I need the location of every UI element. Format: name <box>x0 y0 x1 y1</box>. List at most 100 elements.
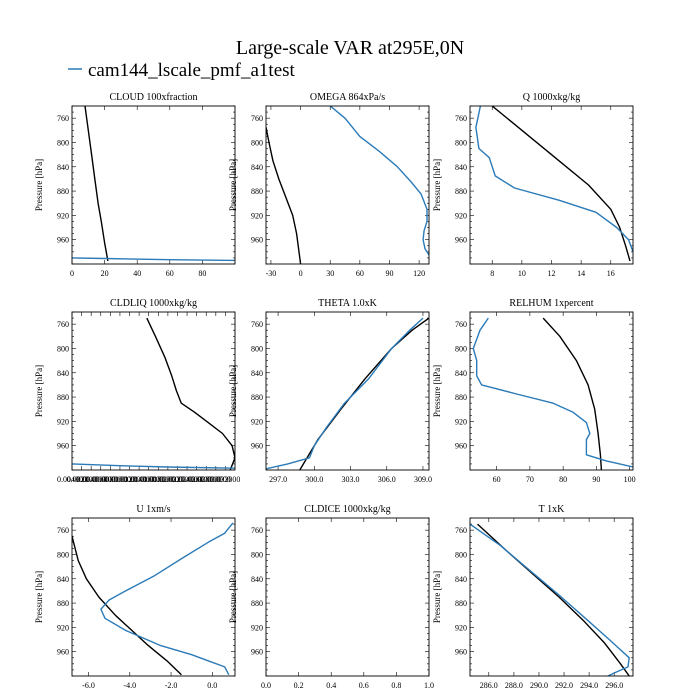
x-tick-label: 0.014000 <box>124 475 154 484</box>
plot-frame <box>469 517 634 677</box>
panel-7: CLDICE 1000xkg/kg Pressure [hPa] 760 800 840… <box>228 504 434 690</box>
x-tick-label: 309.0 <box>414 475 432 484</box>
x-tick-label: 90 <box>592 475 600 484</box>
model-profile-line <box>329 106 429 256</box>
x-tick-label: 292.0 <box>555 681 573 690</box>
plot-frame <box>71 517 236 677</box>
panel-title: U 1xm/s <box>136 504 170 515</box>
y-tick-label: 840 <box>251 575 263 584</box>
y-tick-label: 920 <box>57 417 69 426</box>
panel-title: OMEGA 864xPa/s <box>310 92 385 103</box>
y-tick-label: 880 <box>57 599 69 608</box>
x-tick-label: 0.028000 <box>191 475 221 484</box>
x-tick-label: 10 <box>518 269 526 278</box>
model-profile-line <box>72 257 235 262</box>
x-tick-label: 290.0 <box>530 681 548 690</box>
x-tick-label: 0.012000 <box>115 475 145 484</box>
y-tick-label: 840 <box>57 575 69 584</box>
x-tick-label: 16 <box>607 269 615 278</box>
x-tick-label: 0.2 <box>294 681 304 690</box>
x-tick-label: 20 <box>101 269 109 278</box>
y-tick-label: 960 <box>455 648 467 657</box>
panel-title: RELHUM 1xpercent <box>509 298 593 309</box>
x-tick-label: 80 <box>198 269 206 278</box>
x-tick-label: 286.0 <box>480 681 498 690</box>
x-tick-label: 303.0 <box>342 475 360 484</box>
y-tick-label: 840 <box>251 163 263 172</box>
y-tick-label: 800 <box>57 138 69 147</box>
y-tick-label: 840 <box>455 369 467 378</box>
panel-title: Q 1000xkg/kg <box>523 92 581 103</box>
y-tick-label: 920 <box>57 211 69 220</box>
reference-profile-line <box>491 106 631 262</box>
y-tick-label: 800 <box>57 550 69 559</box>
y-tick-label: 920 <box>455 211 467 220</box>
y-tick-label: 960 <box>57 442 69 451</box>
model-profile-line <box>470 523 630 676</box>
x-tick-label: 14 <box>577 269 585 278</box>
x-tick-label: 300.0 <box>305 475 323 484</box>
panel-8: T 1xK Pressure [hPa] 760 800 840 880 920 960 286… <box>432 504 634 690</box>
y-tick-label: 800 <box>251 138 263 147</box>
x-tick-label: 60 <box>356 269 364 278</box>
x-tick-label: 288.0 <box>505 681 523 690</box>
x-tick-label: 296.0 <box>605 681 623 690</box>
y-axis-label: Pressure [hPa] <box>432 365 442 417</box>
x-tick-label: 0.006000 <box>86 475 116 484</box>
panel-title: CLOUD 100xfraction <box>109 92 197 103</box>
x-tick-label: 0 <box>70 269 74 278</box>
x-tick-label: 70 <box>526 475 534 484</box>
y-tick-label: 800 <box>57 344 69 353</box>
panel-5: RELHUM 1xpercent Pressure [hPa] 760 800 840 8… <box>432 298 636 484</box>
y-tick-label: 920 <box>251 623 263 632</box>
x-tick-label: 0.008000 <box>95 475 125 484</box>
x-tick-label: 0.016000 <box>134 475 164 484</box>
x-tick-label: 0.002000 <box>67 475 97 484</box>
x-tick-label: 8 <box>490 269 494 278</box>
y-axis-label: Pressure [hPa] <box>228 365 238 417</box>
x-tick-label: 120 <box>413 269 425 278</box>
x-tick-label: 1.0 <box>424 681 434 690</box>
x-tick-label: 0.018000 <box>143 475 173 484</box>
reference-profile-line <box>477 523 630 676</box>
x-tick-label: 306.0 <box>378 475 396 484</box>
y-tick-label: 960 <box>251 236 263 245</box>
y-tick-label: 800 <box>455 550 467 559</box>
x-tick-label: 0.4 <box>326 681 336 690</box>
model-profile-line <box>472 317 633 468</box>
x-tick-label: 30 <box>326 269 334 278</box>
x-tick-label: 0.004000 <box>57 475 87 484</box>
y-tick-label: 920 <box>455 417 467 426</box>
y-tick-label: 920 <box>251 211 263 220</box>
x-tick-label: 0.010000 <box>105 475 135 484</box>
figure-title: Large-scale VAR at295E,0N <box>236 37 464 59</box>
x-tick-label: 80 <box>559 475 567 484</box>
y-tick-label: 880 <box>251 393 263 402</box>
x-tick-label: 40 <box>133 269 141 278</box>
panel-3: CLDLIQ 1000xkg/kg Pressure [hPa] 760 800 840… <box>34 298 240 484</box>
y-tick-label: 960 <box>57 236 69 245</box>
x-tick-label: -6.0 <box>82 681 95 690</box>
x-tick-label: 0.020000 <box>153 475 183 484</box>
x-tick-label: -4.0 <box>123 681 136 690</box>
y-tick-label: 920 <box>251 417 263 426</box>
reference-profile-line <box>72 536 182 676</box>
y-tick-label: 840 <box>455 163 467 172</box>
y-tick-label: 880 <box>251 599 263 608</box>
y-tick-label: 760 <box>455 114 467 123</box>
plot-frame <box>265 105 430 265</box>
y-tick-label: 800 <box>455 344 467 353</box>
panel-title: THETA 1.0xK <box>318 298 377 309</box>
y-tick-label: 840 <box>455 575 467 584</box>
x-tick-label: 294.0 <box>580 681 598 690</box>
x-tick-label: 0.004000 <box>76 475 106 484</box>
y-tick-label: 840 <box>251 369 263 378</box>
reference-profile-line <box>299 317 429 470</box>
reference-profile-line <box>542 317 603 470</box>
x-tick-label: 0.0 <box>261 681 271 690</box>
y-tick-label: 800 <box>251 550 263 559</box>
plot-frame <box>469 105 634 265</box>
y-tick-label: 760 <box>251 114 263 123</box>
panel-6: U 1xm/s Pressure [hPa] 760 800 840 880 920 960 -… <box>34 504 236 690</box>
